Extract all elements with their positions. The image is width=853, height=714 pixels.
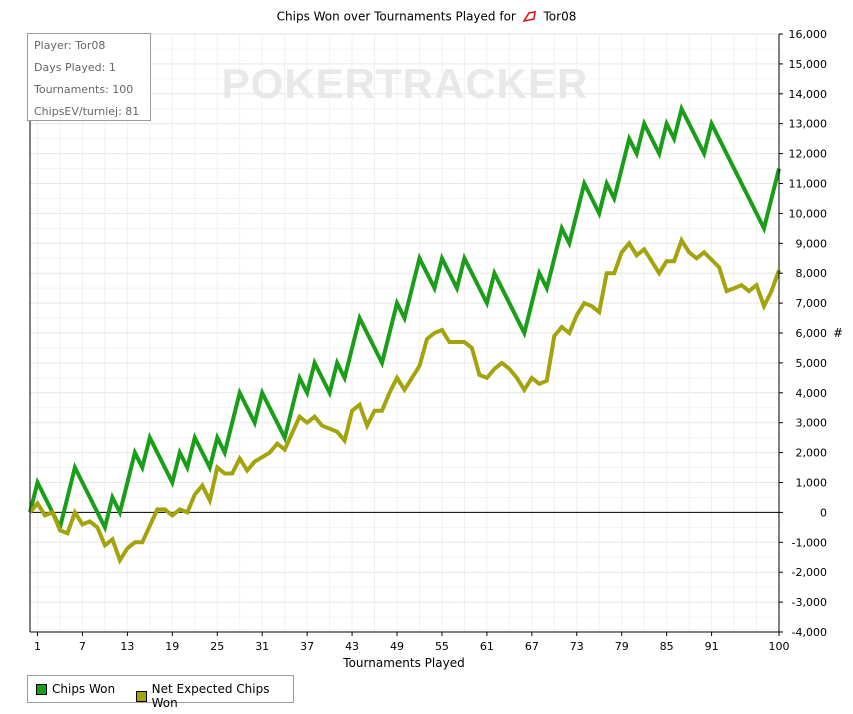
legend-label-chips-won: Chips Won — [52, 682, 116, 696]
y-tick-label: -3,000 — [792, 596, 827, 609]
y-tick-label: 11,000 — [789, 178, 828, 191]
series-line-chips-won — [28, 103, 781, 534]
x-tick-label: 7 — [79, 640, 86, 653]
y-tick-label: 13,000 — [789, 118, 828, 131]
x-tick-label: 13 — [120, 640, 134, 653]
y-tick-label: 1,000 — [796, 477, 828, 490]
series-line-net-expected-chips-won — [28, 235, 781, 565]
y-tick-label: 14,000 — [789, 88, 828, 101]
y-axis-label: # — [833, 326, 843, 340]
x-tick-label: 31 — [255, 640, 269, 653]
x-tick-label: 1 — [34, 640, 41, 653]
x-axis-label: Tournaments Played — [342, 656, 464, 670]
x-tick-label: 55 — [435, 640, 449, 653]
stat-days-played: Days Played: 1 — [34, 61, 116, 74]
y-tick-label: -1,000 — [792, 536, 827, 549]
chart-title: Chips Won over Tournaments Played for To… — [0, 9, 853, 24]
legend-swatch-chips-won — [36, 683, 47, 695]
y-tick-label: 15,000 — [789, 58, 828, 71]
stat-chips-ev: ChipsEV/turniej: 81 — [34, 105, 140, 118]
y-tick-label: 7,000 — [796, 297, 828, 310]
x-tick-label: 43 — [345, 640, 359, 653]
legend-label-net-expected: Net Expected Chips Won — [151, 682, 270, 710]
y-tick-label: -2,000 — [792, 566, 827, 579]
x-tick-label: 79 — [615, 640, 629, 653]
legend: Chips Won Net Expected Chips Won — [27, 675, 294, 710]
x-tick-label: 37 — [300, 640, 314, 653]
x-tick-label: 85 — [660, 640, 674, 653]
x-tick-label: 67 — [525, 640, 539, 653]
stat-player: Player: Tor08 — [34, 39, 106, 52]
y-tick-label: -4,000 — [792, 626, 827, 639]
x-tick-label: 49 — [390, 640, 404, 653]
x-tick-label: 19 — [165, 640, 179, 653]
y-tick-label: 16,000 — [789, 28, 828, 41]
stats-box: Player: Tor08 Days Played: 1 Tournaments… — [27, 33, 151, 121]
y-tick-label: 5,000 — [796, 357, 828, 370]
x-tick-label: 91 — [705, 640, 719, 653]
red-player-icon — [522, 10, 536, 22]
legend-swatch-net-expected — [136, 690, 147, 702]
y-tick-label: 3,000 — [796, 417, 828, 430]
series-lines — [28, 103, 781, 565]
legend-item-chips-won[interactable]: Chips Won — [36, 682, 115, 696]
x-tick-label: 61 — [480, 640, 494, 653]
y-tick-label: 9,000 — [796, 237, 828, 250]
axes: -4,000 -3,000 -2,000 -1,000 0 1,000 2,000 3,000… — [29, 28, 828, 653]
legend-item-net-expected[interactable]: Net Expected Chips Won — [136, 682, 293, 710]
x-tick-label: 100 — [769, 640, 790, 653]
y-tick-label: 2,000 — [796, 447, 828, 460]
y-tick-label: 0 — [820, 506, 827, 519]
stat-tournaments: Tournaments: 100 — [34, 83, 134, 96]
x-tick-label: 73 — [570, 640, 584, 653]
y-tick-label: 6,000 — [796, 327, 828, 340]
y-tick-label: 10,000 — [789, 207, 828, 220]
chart-title-text: Chips Won over Tournaments Played for — [276, 9, 516, 24]
y-tick-label: 8,000 — [796, 267, 828, 280]
x-tick-label: 25 — [210, 640, 224, 653]
pokertracker-watermark: POKERTRACKER — [222, 60, 589, 107]
player-name: Tor08 — [543, 9, 577, 24]
y-tick-label: 4,000 — [796, 387, 828, 400]
y-tick-label: 12,000 — [789, 148, 828, 161]
